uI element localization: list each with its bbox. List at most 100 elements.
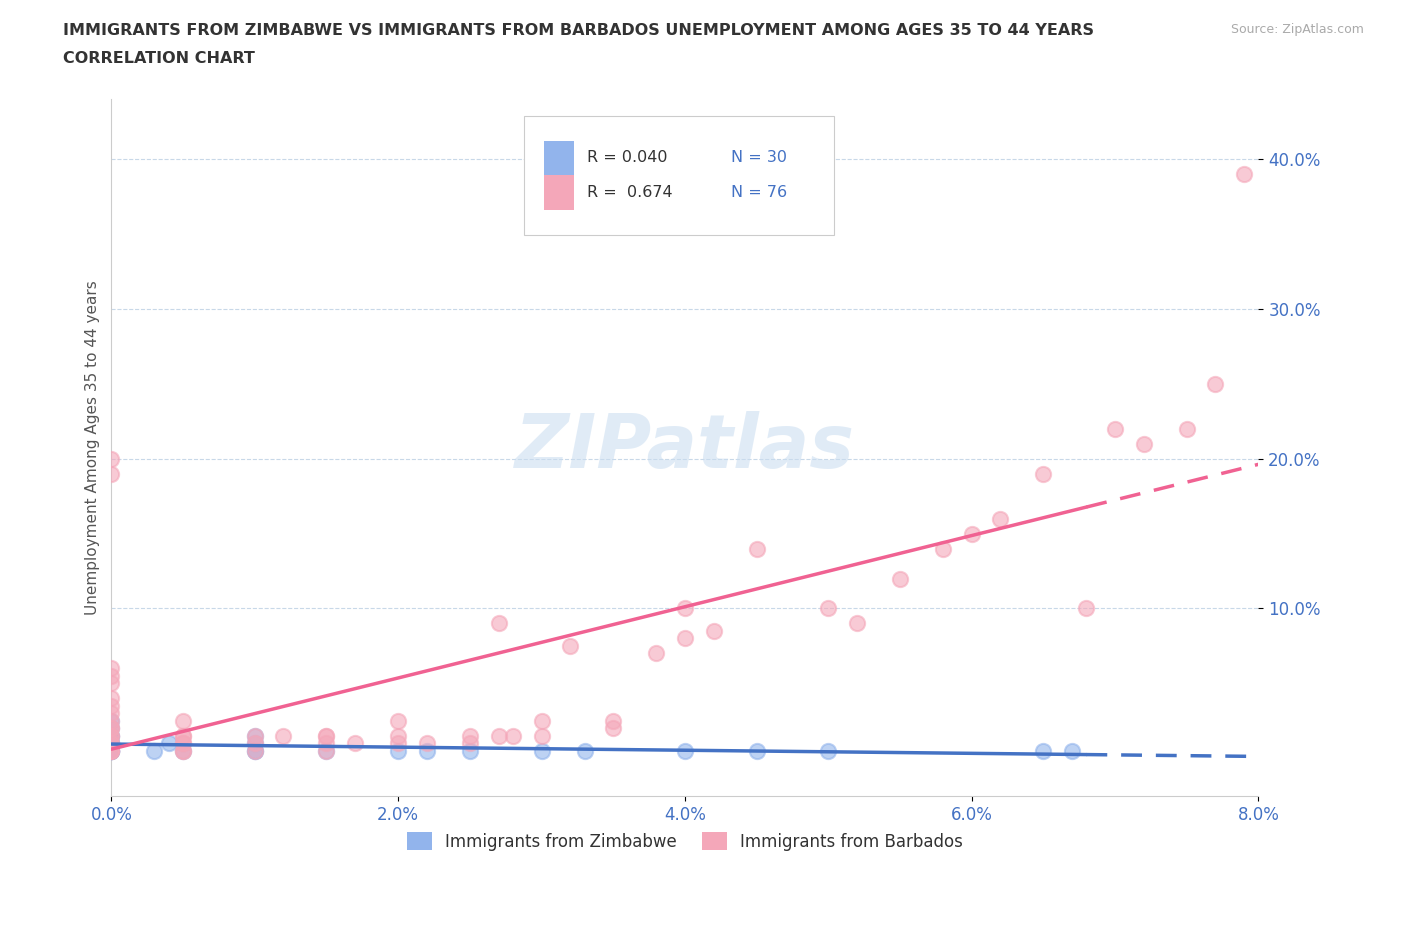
Point [100,728,122,743]
Point [817,743,839,758]
Point [100,736,122,751]
Point [703,623,725,638]
Bar [544,176,574,210]
Point [530,743,553,758]
Point [100,698,122,713]
Bar [544,140,574,176]
Point [1032,743,1054,758]
Point [100,743,122,758]
Point [315,728,337,743]
Text: IMMIGRANTS FROM ZIMBABWE VS IMMIGRANTS FROM BARBADOS UNEMPLOYMENT AMONG AGES 35 : IMMIGRANTS FROM ZIMBABWE VS IMMIGRANTS F… [63,23,1094,38]
Point [846,616,869,631]
Point [100,743,122,758]
Point [458,743,481,758]
Point [243,736,266,751]
Point [243,728,266,743]
Point [458,736,481,751]
Point [100,736,122,751]
Point [387,743,409,758]
Point [602,713,624,728]
Point [387,713,409,728]
Point [315,743,337,758]
Point [100,743,122,758]
Point [100,736,122,751]
Point [1132,436,1154,451]
Point [100,743,122,758]
Point [1233,166,1256,181]
Point [100,743,122,758]
Point [243,743,266,758]
Point [273,728,295,743]
Point [416,736,439,751]
Point [1032,466,1054,481]
Point [100,676,122,691]
Point [817,601,839,616]
Point [100,736,122,751]
Point [315,736,337,751]
Point [1076,601,1098,616]
Point [172,728,194,743]
Point [100,743,122,758]
Point [172,736,194,751]
Point [673,601,696,616]
Point [100,721,122,736]
Point [502,728,524,743]
Point [100,743,122,758]
Point [100,728,122,743]
Point [889,571,911,586]
Point [172,743,194,758]
Point [100,721,122,736]
Point [243,743,266,758]
Point [172,713,194,728]
Point [100,743,122,758]
Point [100,713,122,728]
Point [960,526,983,541]
Point [932,541,955,556]
Text: Source: ZipAtlas.com: Source: ZipAtlas.com [1230,23,1364,36]
Point [100,669,122,684]
Point [387,728,409,743]
Point [315,743,337,758]
Y-axis label: Unemployment Among Ages 35 to 44 years: Unemployment Among Ages 35 to 44 years [86,280,100,615]
Point [344,736,367,751]
Point [745,743,768,758]
Point [243,736,266,751]
Point [1175,421,1198,436]
Point [673,743,696,758]
Point [645,646,668,661]
Legend: Immigrants from Zimbabwe, Immigrants from Barbados: Immigrants from Zimbabwe, Immigrants fro… [401,826,970,857]
Point [416,743,439,758]
Point [172,728,194,743]
Point [100,713,122,728]
Point [990,512,1012,526]
Point [574,743,596,758]
FancyBboxPatch shape [524,116,834,234]
Point [1104,421,1126,436]
Point [1062,743,1084,758]
Point [530,728,553,743]
Text: N = 30: N = 30 [731,151,787,166]
Point [560,639,582,654]
Point [1204,376,1226,391]
Point [673,631,696,646]
Point [387,736,409,751]
Point [100,451,122,466]
Point [100,661,122,676]
Point [143,743,166,758]
Point [243,743,266,758]
Point [100,721,122,736]
Point [488,616,510,631]
Point [315,728,337,743]
Text: ZIPatlas: ZIPatlas [515,411,855,484]
Point [100,706,122,721]
Point [157,736,180,751]
Point [458,728,481,743]
Point [488,728,510,743]
Text: R =  0.674: R = 0.674 [588,185,673,200]
Text: CORRELATION CHART: CORRELATION CHART [63,51,254,66]
Point [100,728,122,743]
Text: R = 0.040: R = 0.040 [588,151,668,166]
Point [745,541,768,556]
Point [100,728,122,743]
Point [100,691,122,706]
